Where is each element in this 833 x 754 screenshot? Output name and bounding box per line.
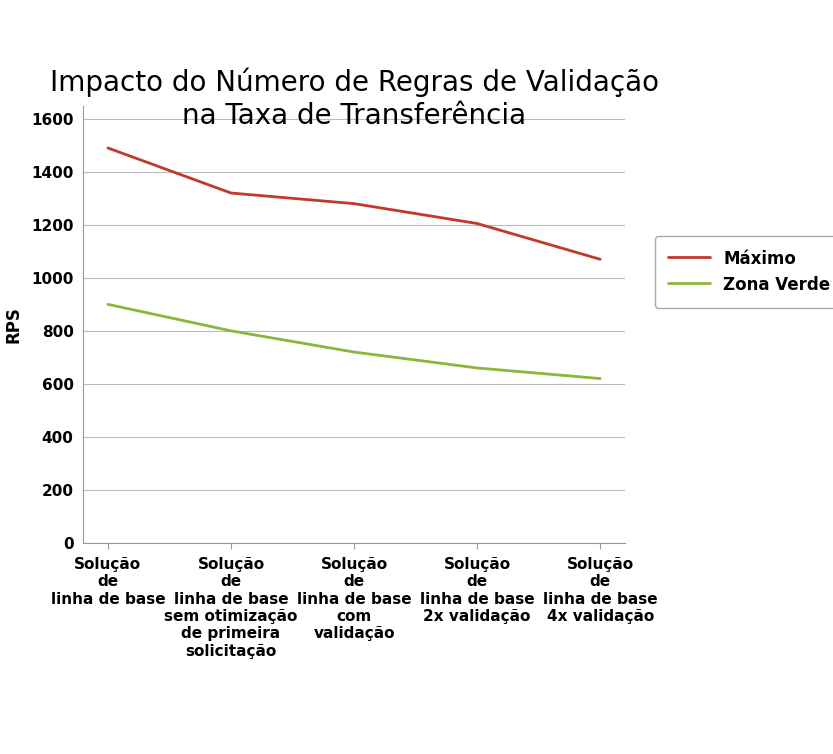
Máximo (226, 188, 236, 198)
Line: Máximo: Máximo (108, 148, 600, 259)
Text: Impacto do Número de Regras de Validação
na Taxa de Transferência: Impacto do Número de Regras de Validação… (49, 68, 659, 130)
Zona Verde (226, 326, 236, 336)
Máximo (103, 143, 113, 152)
Máximo (472, 219, 482, 228)
Máximo (349, 199, 359, 208)
Zona Verde (595, 374, 605, 383)
Zona Verde (103, 300, 113, 309)
Zona Verde (349, 348, 359, 357)
Zona Verde (472, 363, 482, 372)
Legend: Máximo, Zona Verde: Máximo, Zona Verde (655, 236, 833, 308)
Máximo (595, 255, 605, 264)
Y-axis label: RPS: RPS (5, 306, 22, 342)
Line: Zona Verde: Zona Verde (108, 305, 600, 379)
